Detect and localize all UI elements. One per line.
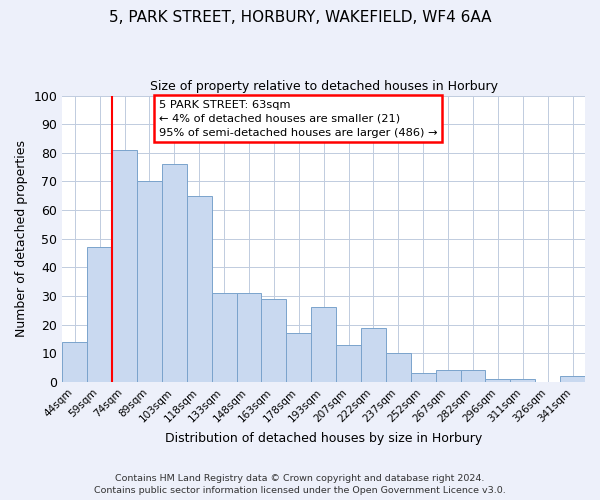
Bar xyxy=(560,376,585,382)
Text: 5 PARK STREET: 63sqm
← 4% of detached houses are smaller (21)
95% of semi-detach: 5 PARK STREET: 63sqm ← 4% of detached ho… xyxy=(159,100,437,138)
Title: Size of property relative to detached houses in Horbury: Size of property relative to detached ho… xyxy=(149,80,497,93)
X-axis label: Distribution of detached houses by size in Horbury: Distribution of detached houses by size … xyxy=(165,432,482,445)
Bar xyxy=(187,196,212,382)
Bar xyxy=(411,374,436,382)
Bar xyxy=(162,164,187,382)
Bar xyxy=(87,248,112,382)
Bar xyxy=(212,293,236,382)
Bar xyxy=(62,342,87,382)
Bar xyxy=(236,293,262,382)
Bar xyxy=(137,182,162,382)
Bar xyxy=(361,328,386,382)
Bar xyxy=(336,344,361,382)
Bar xyxy=(461,370,485,382)
Bar xyxy=(286,334,311,382)
Bar xyxy=(485,379,511,382)
Text: 5, PARK STREET, HORBURY, WAKEFIELD, WF4 6AA: 5, PARK STREET, HORBURY, WAKEFIELD, WF4 … xyxy=(109,10,491,25)
Bar xyxy=(311,308,336,382)
Bar xyxy=(511,379,535,382)
Bar xyxy=(262,299,286,382)
Y-axis label: Number of detached properties: Number of detached properties xyxy=(15,140,28,338)
Text: Contains HM Land Registry data © Crown copyright and database right 2024.
Contai: Contains HM Land Registry data © Crown c… xyxy=(94,474,506,495)
Bar xyxy=(386,354,411,382)
Bar xyxy=(112,150,137,382)
Bar xyxy=(436,370,461,382)
